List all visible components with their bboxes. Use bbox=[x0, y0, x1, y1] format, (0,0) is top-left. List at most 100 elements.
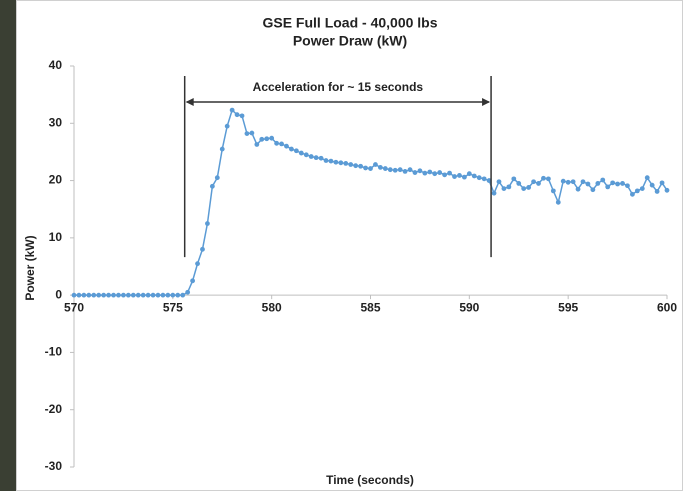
data-point bbox=[175, 293, 180, 298]
data-point bbox=[605, 184, 610, 189]
data-point bbox=[393, 168, 398, 173]
data-point bbox=[615, 182, 620, 187]
y-axis-title: Power (kW) bbox=[23, 235, 37, 300]
data-point bbox=[86, 293, 91, 298]
data-point bbox=[274, 141, 279, 146]
data-point bbox=[334, 160, 339, 165]
data-point bbox=[170, 293, 175, 298]
data-point bbox=[353, 163, 358, 168]
data-point bbox=[72, 293, 77, 298]
data-point bbox=[200, 247, 205, 252]
data-point bbox=[141, 293, 146, 298]
data-point bbox=[418, 168, 423, 173]
data-point bbox=[482, 176, 487, 181]
data-point bbox=[516, 181, 521, 186]
data-point bbox=[581, 179, 586, 184]
data-point bbox=[180, 293, 185, 298]
y-tick-label: 40 bbox=[49, 58, 63, 72]
data-point bbox=[151, 293, 156, 298]
y-tick-label: 0 bbox=[55, 287, 62, 301]
data-point bbox=[388, 167, 393, 172]
chart-frame bbox=[17, 1, 683, 491]
data-point bbox=[165, 293, 170, 298]
data-point bbox=[264, 136, 269, 141]
data-point bbox=[289, 147, 294, 152]
data-point bbox=[220, 147, 225, 152]
data-point bbox=[551, 188, 556, 193]
data-point bbox=[136, 293, 141, 298]
x-tick-label: 590 bbox=[459, 300, 479, 314]
data-point bbox=[511, 176, 516, 181]
data-point bbox=[492, 191, 497, 196]
data-point bbox=[304, 152, 309, 157]
data-point bbox=[586, 182, 591, 187]
data-point bbox=[655, 189, 660, 194]
data-point bbox=[77, 293, 82, 298]
photo-edge bbox=[0, 0, 16, 491]
data-point bbox=[126, 293, 131, 298]
page: {"chart_data": {"type": "line", "title":… bbox=[0, 0, 683, 491]
y-tick-label: 30 bbox=[49, 115, 63, 129]
x-tick-label: 570 bbox=[64, 300, 84, 314]
data-point bbox=[635, 188, 640, 193]
data-point bbox=[590, 187, 595, 192]
data-point bbox=[660, 180, 665, 185]
y-tick-label: -10 bbox=[45, 345, 63, 359]
data-point bbox=[101, 293, 106, 298]
data-point bbox=[338, 160, 343, 165]
data-point bbox=[502, 186, 507, 191]
data-point bbox=[363, 166, 368, 171]
data-point bbox=[536, 181, 541, 186]
chart: GSE Full Load - 40,000 lbs Power Draw (k… bbox=[0, 0, 683, 491]
data-point bbox=[398, 167, 403, 172]
data-point bbox=[526, 185, 531, 190]
y-tick-label: 20 bbox=[49, 173, 63, 187]
data-point bbox=[215, 175, 220, 180]
data-point bbox=[457, 173, 462, 178]
data-point bbox=[546, 176, 551, 181]
data-point bbox=[620, 181, 625, 186]
data-point bbox=[665, 188, 670, 193]
data-point bbox=[230, 108, 235, 113]
data-point bbox=[240, 113, 245, 118]
data-point bbox=[96, 293, 101, 298]
x-tick-label: 585 bbox=[360, 300, 380, 314]
data-point bbox=[432, 171, 437, 176]
data-point bbox=[531, 179, 536, 184]
data-point bbox=[348, 162, 353, 167]
data-point bbox=[343, 161, 348, 166]
data-point bbox=[442, 172, 447, 177]
data-point bbox=[106, 293, 111, 298]
x-tick-label: 595 bbox=[558, 300, 578, 314]
y-tick-label: -20 bbox=[45, 402, 63, 416]
data-point bbox=[472, 174, 477, 179]
data-point bbox=[595, 181, 600, 186]
x-axis-title: Time (seconds) bbox=[326, 473, 414, 487]
data-point bbox=[556, 200, 561, 205]
data-point bbox=[408, 167, 413, 172]
data-point bbox=[422, 171, 427, 176]
x-tick-label: 600 bbox=[657, 300, 677, 314]
data-point bbox=[161, 293, 166, 298]
data-point bbox=[294, 148, 299, 153]
data-point bbox=[413, 170, 418, 175]
data-point bbox=[506, 184, 511, 189]
data-point bbox=[121, 293, 126, 298]
data-point bbox=[279, 142, 284, 147]
data-point bbox=[447, 171, 452, 176]
data-point bbox=[284, 144, 289, 149]
data-point bbox=[91, 293, 96, 298]
data-point bbox=[383, 166, 388, 171]
data-point bbox=[561, 179, 566, 184]
data-point bbox=[378, 165, 383, 170]
data-point bbox=[324, 158, 329, 163]
data-point bbox=[195, 261, 200, 266]
data-point bbox=[131, 293, 136, 298]
data-point bbox=[368, 166, 373, 171]
data-point bbox=[225, 124, 230, 129]
data-point bbox=[576, 187, 581, 192]
data-point bbox=[81, 293, 86, 298]
data-point bbox=[610, 180, 615, 185]
data-point bbox=[116, 293, 121, 298]
data-point bbox=[245, 131, 250, 136]
